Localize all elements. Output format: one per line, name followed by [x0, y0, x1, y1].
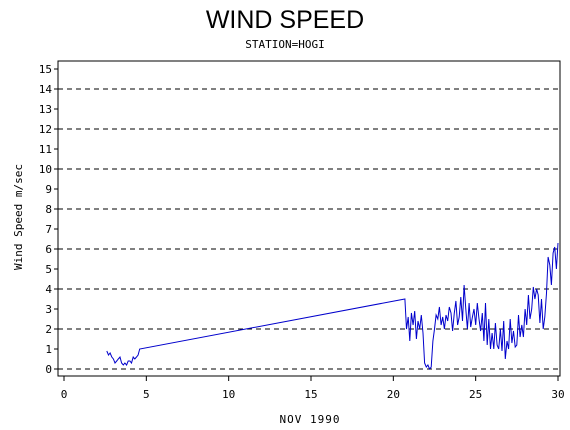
x-tick-label: 20 [387, 388, 400, 401]
x-tick-label: 25 [469, 388, 482, 401]
y-tick-label: 1 [45, 343, 52, 356]
y-tick-label: 12 [39, 123, 52, 136]
x-tick-label: 5 [143, 388, 150, 401]
series-line-0 [106, 242, 559, 370]
y-tick-label: 9 [45, 183, 52, 196]
y-tick-label: 4 [45, 283, 52, 296]
plot-frame [57, 60, 561, 377]
x-tick-label: 15 [304, 388, 317, 401]
y-tick-label: 3 [45, 303, 52, 316]
y-tick-label: 10 [39, 163, 52, 176]
y-tick-label: 6 [45, 243, 52, 256]
x-axis-label: NOV 1990 [280, 413, 341, 426]
y-tick-label: 7 [45, 223, 52, 236]
y-tick-label: 2 [45, 323, 52, 336]
y-axis-label: Wind Speed m/sec [12, 164, 25, 270]
y-tick-label: 15 [39, 63, 52, 76]
x-tick-label: 0 [61, 388, 68, 401]
y-tick-label: 11 [39, 143, 52, 156]
y-tick-label: 14 [39, 83, 53, 96]
x-tick-label: 10 [222, 388, 235, 401]
x-tick-label: 30 [551, 388, 564, 401]
y-tick-label: 13 [39, 103, 52, 116]
y-tick-label: 0 [45, 363, 52, 376]
y-tick-label: 5 [45, 263, 52, 276]
chart-subtitle: STATION=HOGI [245, 38, 325, 51]
chart-title: WIND SPEED [205, 6, 365, 34]
y-tick-label: 8 [45, 203, 52, 216]
